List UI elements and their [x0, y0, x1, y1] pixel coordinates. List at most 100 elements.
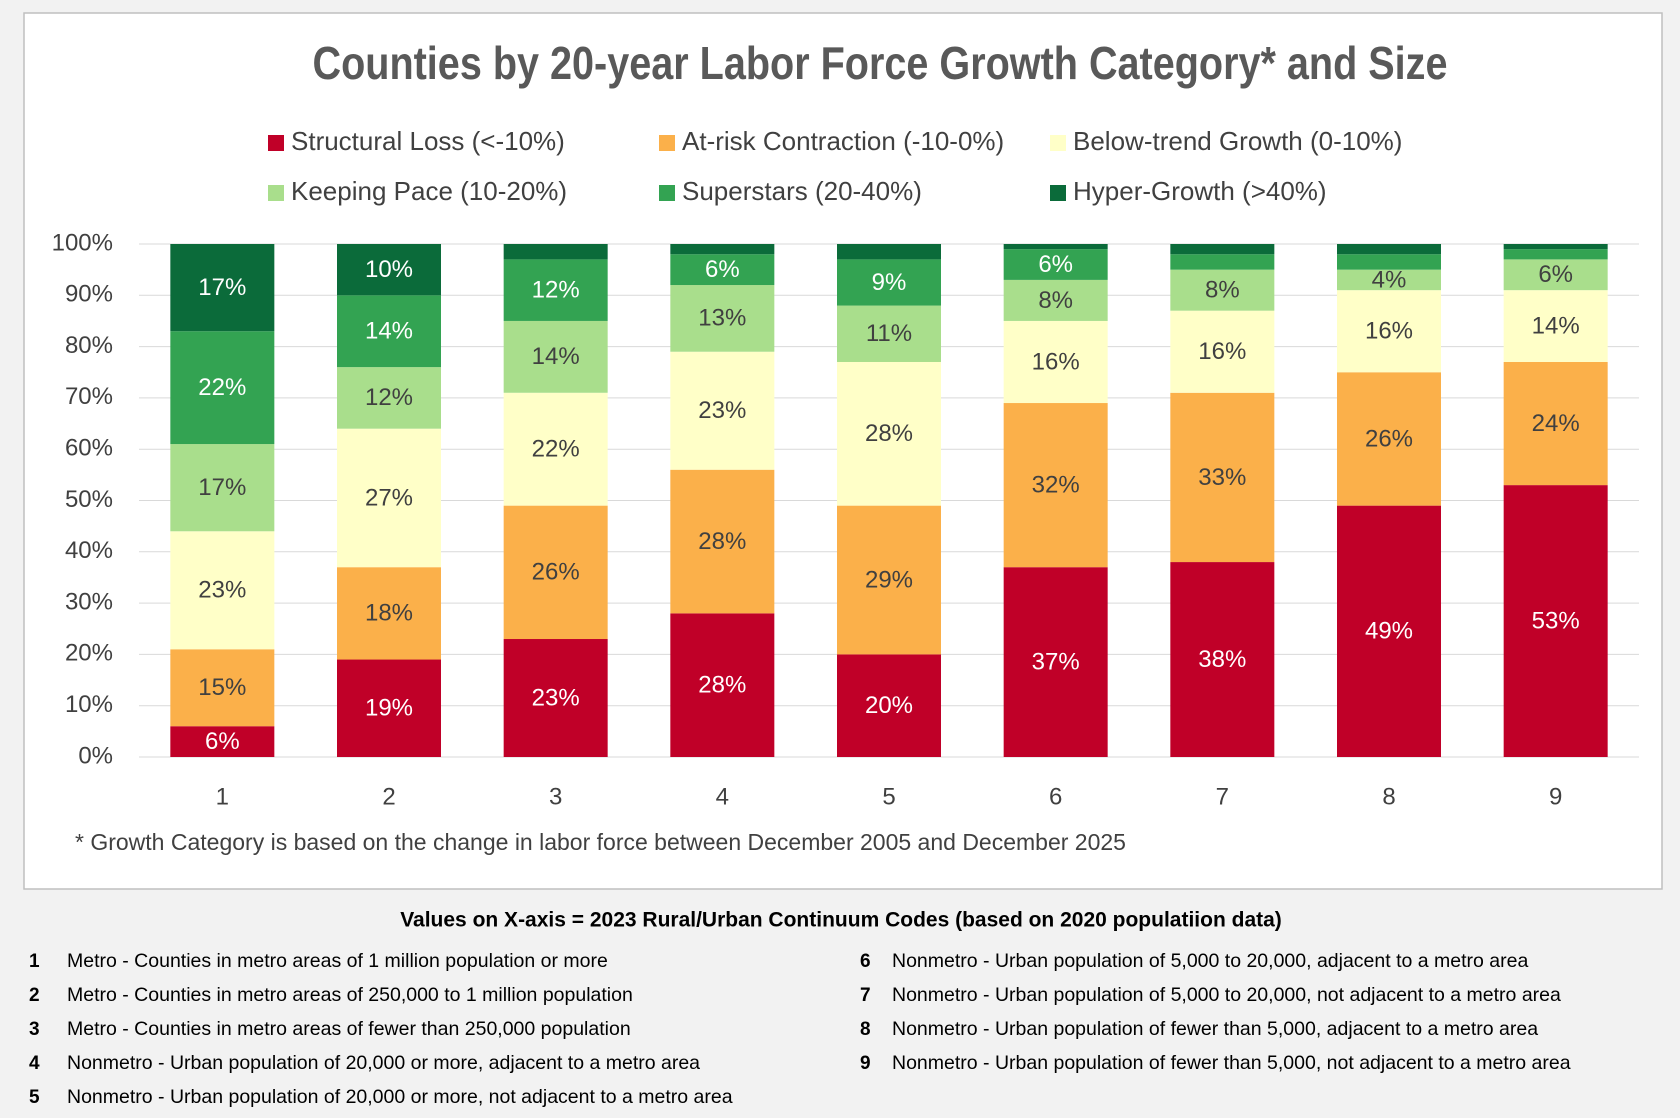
y-tick-label: 50% [65, 486, 113, 513]
x-tick-label: 6 [1049, 783, 1062, 810]
bar-segment [837, 654, 941, 757]
bar-segment [837, 505, 941, 655]
code-description: Nonmetro - Urban population of fewer tha… [892, 1018, 1538, 1040]
data-label: 14% [365, 318, 413, 345]
chart-title: Counties by 20-year Labor Force Growth C… [313, 37, 1448, 89]
bar-segment [1503, 244, 1608, 250]
bar-segment [837, 305, 941, 362]
data-label: 6% [1538, 261, 1573, 288]
bar-segment [337, 295, 441, 368]
bar-segment [170, 649, 275, 727]
bar-segment [503, 505, 608, 640]
bar-segment [1170, 269, 1275, 311]
bar-segment [170, 444, 275, 532]
legend-label: Below-trend Growth (0-10%) [1073, 126, 1402, 156]
bar-segment [1003, 403, 1108, 568]
x-tick-label: 4 [716, 783, 729, 810]
legend-swatch [1050, 135, 1066, 151]
y-tick-label: 60% [65, 435, 113, 462]
legend-swatch [659, 185, 675, 201]
data-label: 53% [1532, 607, 1580, 634]
x-tick-label: 3 [549, 783, 562, 810]
data-label: 17% [198, 274, 246, 301]
bar-segment [1170, 254, 1275, 270]
legend-swatch [268, 135, 284, 151]
bar-segment [1337, 505, 1441, 757]
code-number: 5 [29, 1087, 40, 1108]
bar-segment [337, 659, 441, 757]
data-label: 6% [1038, 251, 1073, 278]
data-label: 28% [865, 420, 913, 447]
data-label: 22% [532, 436, 580, 463]
y-tick-label: 30% [65, 588, 113, 615]
bar-segment [1003, 244, 1108, 250]
code-number: 8 [860, 1019, 871, 1040]
legend-label: Structural Loss (<-10%) [291, 126, 565, 156]
data-label: 17% [198, 474, 246, 501]
bar-segment [1003, 320, 1108, 404]
bar-segment [670, 351, 775, 470]
bar-segment [837, 259, 941, 306]
data-label: 6% [705, 256, 740, 283]
data-label: 4% [1372, 266, 1407, 293]
code-description: Nonmetro - Urban population of 5,000 to … [892, 950, 1528, 972]
bar-segment [1503, 361, 1608, 486]
y-tick-label: 10% [65, 691, 113, 718]
data-label: 9% [872, 269, 907, 296]
bar-segment [1337, 372, 1441, 506]
x-tick-label: 1 [216, 783, 229, 810]
bar-segment [503, 259, 608, 321]
bar-segment [1003, 249, 1108, 280]
data-label: 23% [532, 684, 580, 711]
data-label: 8% [1205, 277, 1240, 304]
data-label: 14% [532, 343, 580, 370]
table-title: Values on X-axis = 2023 Rural/Urban Cont… [400, 909, 1282, 932]
y-tick-label: 70% [65, 383, 113, 410]
code-table: 1 Metro - Counties in metro areas of 1 mi… [29, 950, 1571, 1108]
bar-segment [1337, 244, 1441, 255]
data-label: 20% [865, 692, 913, 719]
code-description: Metro - Counties in metro areas of fewer… [67, 1018, 631, 1040]
data-label: 28% [698, 528, 746, 555]
bar-segment [670, 254, 775, 286]
legend-label: Hyper-Growth (>40%) [1073, 176, 1327, 206]
y-tick-label: 90% [65, 281, 113, 308]
code-description: Metro - Counties in metro areas of 250,0… [67, 984, 633, 1006]
data-label: 26% [1365, 425, 1413, 452]
code-number: 9 [860, 1053, 871, 1074]
code-description: Nonmetro - Urban population of 20,000 or… [67, 1052, 700, 1074]
legend-label: Superstars (20-40%) [682, 176, 922, 206]
code-number: 1 [29, 951, 40, 972]
bar-segment [1170, 562, 1275, 757]
data-label: 38% [1198, 646, 1246, 673]
legend-label: Keeping Pace (10-20%) [291, 176, 567, 206]
data-label: 19% [365, 695, 413, 722]
x-tick-label: 5 [882, 783, 895, 810]
data-label: 13% [698, 305, 746, 332]
bar-segment [1503, 290, 1608, 362]
data-label: 16% [1032, 348, 1080, 375]
bar-segment [670, 285, 775, 352]
data-label: 10% [365, 256, 413, 283]
bar-segment [1503, 259, 1608, 291]
code-number: 2 [29, 985, 40, 1006]
bar-segment [837, 361, 941, 506]
y-tick-label: 20% [65, 640, 113, 667]
bar-segment [337, 367, 441, 429]
bar-segment [1337, 254, 1441, 270]
x-tick-label: 9 [1549, 783, 1562, 810]
data-label: 16% [1198, 338, 1246, 365]
bar-segment [337, 567, 441, 660]
bar-segment [1170, 244, 1275, 255]
data-label: 32% [1032, 471, 1080, 498]
data-label: 12% [365, 384, 413, 411]
bar-segment [337, 244, 441, 296]
bar-segment [170, 531, 275, 650]
y-tick-label: 0% [78, 742, 113, 769]
data-label: 26% [532, 559, 580, 586]
data-label: 14% [1532, 312, 1580, 339]
bar-segment [170, 244, 275, 332]
plot: 0% 10% 20% 30% 40% 50% 60% 70% 80% 90% 100% Structu… [52, 126, 1639, 810]
bar-segment [503, 320, 608, 393]
